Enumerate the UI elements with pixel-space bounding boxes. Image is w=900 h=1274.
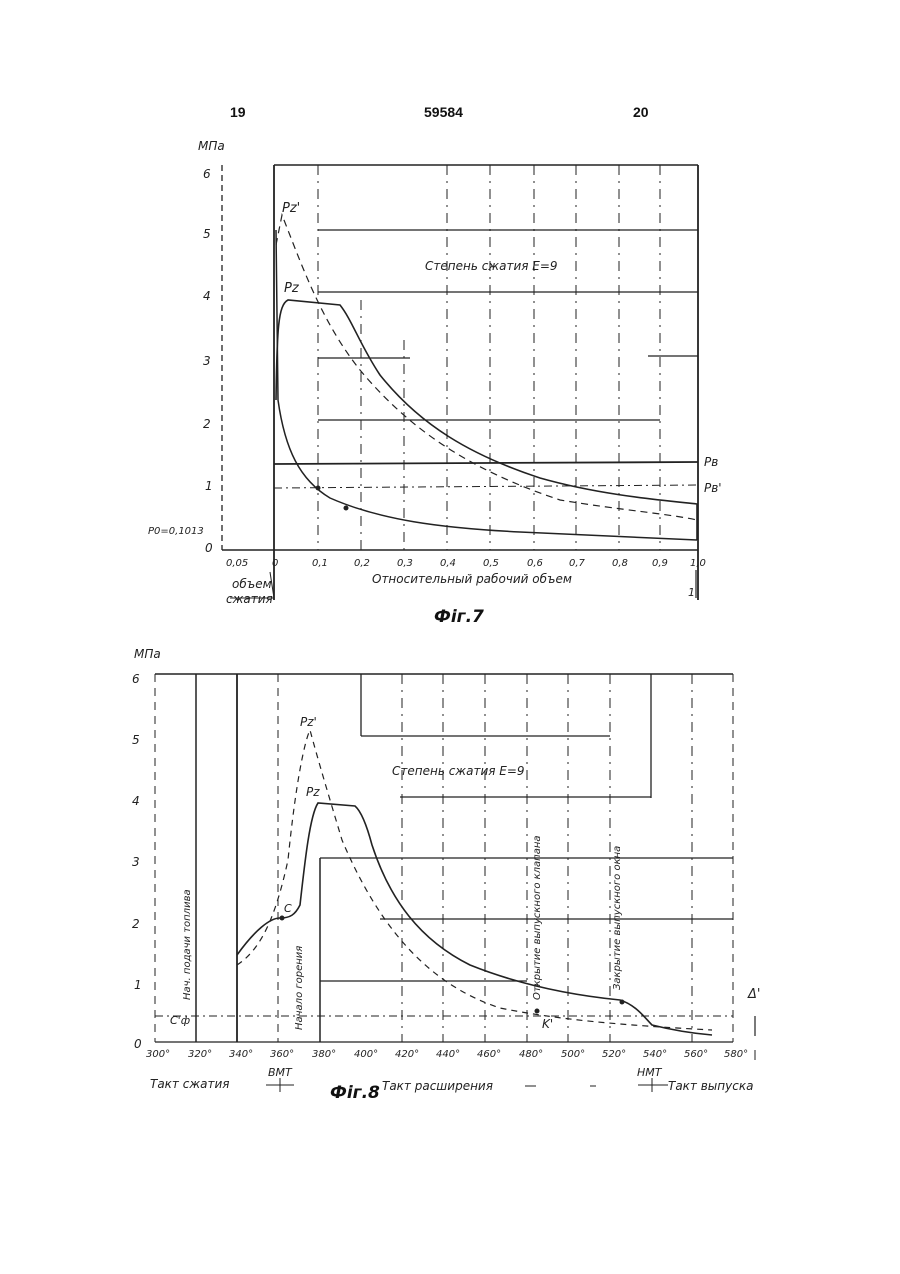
fig8-stroke-expansion: Такт расширения xyxy=(382,1079,493,1093)
fig7-xlabel: Относительный рабочий объем xyxy=(372,572,572,586)
fig7-xtick: 0,8 xyxy=(612,558,628,569)
fig7-xtick: 0,2 xyxy=(354,558,370,569)
fig8-delta-label: Δ' xyxy=(747,987,760,1002)
fig7-xtick: 0,1 xyxy=(312,558,328,569)
figure-8 xyxy=(155,674,755,1092)
fig8-stroke-compression: Такт сжатия xyxy=(150,1077,230,1091)
fig8-vertical-note-exhaust-port: Закрытие выпускного окна xyxy=(612,846,623,990)
fig7-ytick: 2 xyxy=(203,417,211,431)
fig7-volume-label-1: объем xyxy=(232,577,272,591)
fig7-compression-label: Степень сжатия E=9 xyxy=(425,259,558,273)
fig7-xtick: 0,05 xyxy=(226,558,248,569)
fig7-volume-label-2: сжатия xyxy=(226,592,273,606)
figure-7 xyxy=(222,165,698,600)
fig8-ytick: 0 xyxy=(134,1037,142,1051)
fig7-xtick: 0,6 xyxy=(527,558,543,569)
fig7-xtick: 0 xyxy=(272,558,278,569)
fig8-caption: Фіг.8 xyxy=(330,1083,380,1103)
fig7-ytick: 3 xyxy=(203,354,211,368)
fig8-compression-label: Степень сжатия E=9 xyxy=(392,764,525,778)
fig8-xtick: 580° xyxy=(724,1049,748,1060)
fig8-xtick: 400° xyxy=(354,1049,378,1060)
fig8-ytick: 2 xyxy=(132,917,140,931)
fig8-ytick: 1 xyxy=(134,978,142,992)
fig8-xtick: 380° xyxy=(312,1049,336,1060)
fig7-pb-label: Pв xyxy=(704,455,718,469)
fig8-pz-prime-label: Pz' xyxy=(300,715,317,729)
fig8-xtick: 300° xyxy=(146,1049,170,1060)
fig8-bmt-label: ВМТ xyxy=(268,1066,293,1079)
fig8-xtick: 340° xyxy=(229,1049,253,1060)
fig7-caption: Фіг.7 xyxy=(434,607,484,627)
fig7-pz-label: Pz xyxy=(284,281,300,296)
fig7-p0-label: P0=0,1013 xyxy=(148,526,204,537)
fig8-vertical-note-combustion: Начало горения xyxy=(294,946,305,1030)
fig8-vertical-note-exhaust-valve: Открытие выпускного клапана xyxy=(532,835,543,1000)
fig8-vertical-note-fuel: Нач. подачи топлива xyxy=(182,889,193,1000)
fig8-nmt-label: НМТ xyxy=(637,1066,663,1079)
fig7-xtick: 0,3 xyxy=(397,558,413,569)
fig8-xtick: 460° xyxy=(477,1049,501,1060)
fig8-xtick: 480° xyxy=(519,1049,543,1060)
fig7-ytick: 5 xyxy=(203,227,211,241)
fig8-xtick: 360° xyxy=(270,1049,294,1060)
fig7-xtick: 1,0 xyxy=(690,558,706,569)
fig8-xtick: 540° xyxy=(643,1049,667,1060)
fig7-pb-prime-label: Pв' xyxy=(704,481,722,495)
fig7-pz-prime-label: Pz' xyxy=(282,201,300,216)
fig8-xtick: 520° xyxy=(602,1049,626,1060)
fig8-ytick: 5 xyxy=(132,733,140,747)
fig7-right-mark: 1 xyxy=(688,586,695,599)
fig8-xtick: 420° xyxy=(395,1049,419,1060)
fig7-ytick: 4 xyxy=(203,289,211,303)
fig8-ytick: 6 xyxy=(132,672,140,686)
fig8-y-unit: МПа xyxy=(134,647,161,661)
fig7-ytick: 0 xyxy=(205,541,213,555)
fig7-xtick: 0,7 xyxy=(569,558,586,569)
fig8-xtick: 560° xyxy=(684,1049,708,1060)
fig7-xtick: 0,4 xyxy=(440,558,456,569)
fig8-ytick: 3 xyxy=(132,855,140,869)
fig8-ytick: 4 xyxy=(132,794,140,808)
fig8-xtick: 500° xyxy=(561,1049,585,1060)
fig8-k-label: K' xyxy=(542,1017,553,1031)
fig8-xtick: 440° xyxy=(436,1049,460,1060)
fig7-ytick: 1 xyxy=(205,479,213,493)
fig7-xtick: 0,9 xyxy=(652,558,668,569)
fig8-c-label: C xyxy=(284,902,292,915)
fig7-ytick: 6 xyxy=(203,167,211,181)
fig8-c-prime-label: С'ф xyxy=(170,1014,190,1027)
fig7-y-unit: МПа xyxy=(198,139,225,153)
fig8-xtick: 320° xyxy=(188,1049,212,1060)
fig8-stroke-exhaust: Такт выпуска xyxy=(668,1079,753,1093)
fig8-pz-label: Pz xyxy=(306,785,320,799)
fig7-xtick: 0,5 xyxy=(483,558,499,569)
